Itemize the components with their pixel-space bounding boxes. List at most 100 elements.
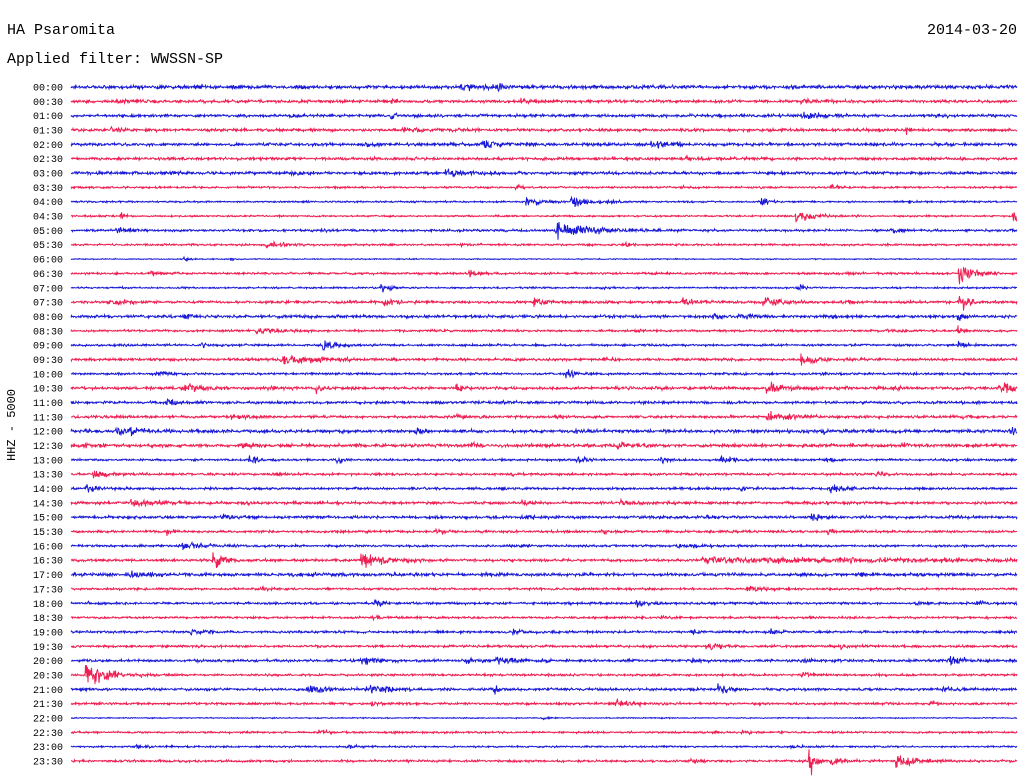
row-time-label: 14:30 [33,499,63,510]
seismic-trace [70,470,1018,479]
row-time-label: 23:00 [33,743,63,754]
row-time-label: 17:30 [33,585,63,596]
record-date: 2014-03-20 [926,22,1017,39]
row-time-label: 07:30 [33,299,63,310]
seismic-trace [70,111,1018,120]
row-time-label: 17:00 [33,571,63,582]
row-time-label: 05:00 [33,227,63,238]
row-time-label: 16:30 [33,557,63,568]
seismic-trace [70,266,1018,285]
row-time-label: 03:00 [33,170,63,181]
seismic-trace [70,96,1018,106]
row-time-label: 01:00 [33,112,63,123]
row-time-label: 03:30 [33,184,63,195]
seismic-trace [70,552,1018,569]
seismic-trace [70,697,1018,709]
row-time-label: 20:00 [33,657,63,668]
seismic-trace [70,656,1018,666]
filter-label: Applied filter: WWSSN-SP [7,51,224,68]
row-time-label: 21:30 [33,700,63,711]
seismic-trace [70,570,1018,579]
row-time-label: 20:30 [33,672,63,683]
row-time-label: 08:00 [33,313,63,324]
row-time-label: 12:30 [33,442,63,453]
row-time-label: 13:30 [33,471,63,482]
seismic-trace [70,749,1018,776]
seismic-trace [70,369,1018,379]
row-time-label: 10:00 [33,370,63,381]
seismic-trace [70,398,1018,406]
row-time-label: 01:30 [33,127,63,138]
row-time-label: 18:00 [33,600,63,611]
trace-group [70,82,1018,776]
seismic-trace [70,665,1018,685]
seismic-trace [70,255,1017,262]
seismic-trace [70,353,1018,366]
row-time-label: 09:00 [33,342,63,353]
seismic-trace [70,381,1018,395]
seismic-trace [70,497,1018,508]
row-time-label: 13:00 [33,456,63,467]
seismic-trace [70,440,1018,451]
seismic-trace [70,312,1018,321]
row-time-label: 08:30 [33,327,63,338]
seismic-trace [70,239,1018,249]
station-title: HA Psaromita [7,22,116,39]
row-time-label: 04:30 [33,213,63,224]
seismic-trace [70,212,1018,223]
seismic-trace [70,743,1018,751]
seismic-trace [70,585,1018,593]
row-time-label: 07:00 [33,284,63,295]
seismic-trace [70,340,1018,351]
row-time-label: 06:30 [33,270,63,281]
seismic-trace [70,221,1018,240]
seismic-trace [70,82,1018,93]
row-time-label: 15:30 [33,528,63,539]
seismic-trace [70,183,1017,191]
row-time-label: 11:30 [33,413,63,424]
row-time-label: 10:30 [33,385,63,396]
row-time-label: 04:00 [33,198,63,209]
seismic-trace [70,125,1018,135]
seismic-trace [70,728,1018,736]
row-time-label: 19:30 [33,643,63,654]
seismic-trace [70,613,1018,622]
seismic-trace [70,284,1018,293]
row-time-label: 14:00 [33,485,63,496]
row-time-label: 11:00 [33,399,63,410]
seismic-trace [70,325,1018,335]
seismic-trace [70,527,1018,536]
row-time-label: 23:30 [33,758,63,769]
seismic-trace [70,455,1018,465]
row-time-label: 09:30 [33,356,63,367]
seismic-trace [70,642,1018,651]
seismic-trace [70,426,1018,437]
row-time-label: 00:30 [33,98,63,109]
row-time-label: 15:00 [33,514,63,525]
row-time-label: 18:30 [33,614,63,625]
seismic-trace [70,296,1018,311]
row-time-label: 05:30 [33,241,63,252]
row-time-label: 12:00 [33,428,63,439]
seismic-trace [70,513,1018,522]
row-time-label: 16:00 [33,542,63,553]
row-time-label: 06:00 [33,256,63,267]
row-time-label: 22:30 [33,729,63,740]
row-time-label: 02:00 [33,141,63,152]
row-time-label: 21:00 [33,686,63,697]
seismic-trace [70,195,1018,208]
seismic-trace [70,140,1018,149]
seismic-trace [70,153,1018,163]
row-time-label: 02:30 [33,155,63,166]
seismic-trace [70,410,1018,422]
row-time-label: 19:00 [33,628,63,639]
seismic-trace [70,484,1018,494]
seismic-trace [70,628,1017,636]
seismic-trace [70,683,1018,695]
seismic-trace [70,168,1018,178]
seismic-trace [70,541,1018,551]
seismic-trace [70,599,1018,608]
time-label-group: 00:00 00:30 01:00 01:30 02:00 02:30 03:00 03:30… [33,84,63,769]
row-time-label: 00:00 [33,84,63,95]
